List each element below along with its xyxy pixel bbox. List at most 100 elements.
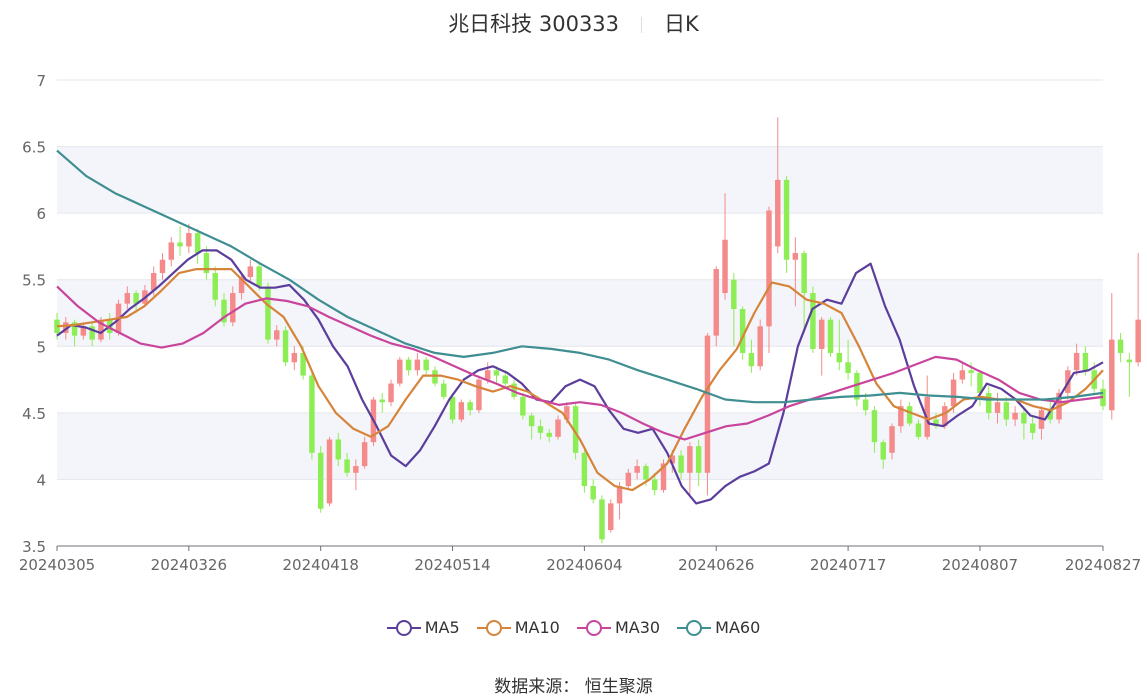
candle-body: [353, 466, 359, 473]
candle-body: [432, 370, 438, 384]
candle-body: [898, 406, 904, 427]
candle-body: [968, 370, 974, 373]
candle-body: [871, 410, 878, 443]
candle-body: [502, 375, 509, 384]
candle-body: [933, 419, 939, 427]
source-value: 恒生聚源: [584, 677, 653, 697]
candle-body: [572, 406, 579, 453]
candle-body: [1012, 412, 1018, 420]
title-divider: [641, 17, 643, 33]
candle-body: [256, 266, 262, 287]
candle-body: [1047, 410, 1053, 420]
legend-item-ma30[interactable]: MA30: [576, 618, 660, 637]
ma-line-ma30: [56, 285, 1104, 441]
candle-body: [63, 322, 69, 333]
candle-body: [1135, 319, 1141, 363]
legend-item-ma10[interactable]: MA10: [476, 618, 560, 637]
candle-body: [194, 233, 201, 254]
x-tick-label: 20240305: [19, 556, 95, 574]
candle-body: [265, 286, 271, 340]
candle-body: [555, 419, 561, 437]
candle-body: [959, 370, 966, 380]
candle-body: [651, 479, 658, 491]
candle-body: [493, 370, 500, 376]
y-tick-label: 4: [36, 471, 46, 489]
x-tick-label: 20240418: [283, 556, 359, 574]
legend-item-ma5[interactable]: MA5: [386, 618, 460, 637]
candle-body: [212, 273, 218, 300]
candle-body: [397, 359, 403, 384]
candle-body: [441, 383, 447, 397]
candle-body: [1029, 423, 1036, 433]
candle-body: [458, 402, 465, 420]
legend-ma5-icon: [386, 619, 421, 636]
ma-line-ma10: [56, 268, 1104, 492]
candle-body: [599, 499, 605, 540]
candle-body: [326, 439, 333, 504]
candle-body: [247, 266, 254, 278]
period-label: 日K: [664, 12, 699, 36]
candle-body: [783, 179, 790, 260]
candle-body: [818, 319, 825, 349]
candle-body: [757, 326, 763, 367]
candle-body: [150, 273, 157, 291]
candle-body: [291, 352, 298, 363]
candle-body: [300, 352, 306, 376]
candle-body: [608, 503, 614, 531]
candle-body: [546, 432, 552, 437]
candle-body: [634, 466, 640, 473]
candle-body: [467, 402, 473, 411]
source-label: 数据来源：: [494, 677, 580, 697]
candle-body: [590, 486, 596, 500]
candle-body: [177, 242, 183, 247]
candle-body: [1073, 352, 1080, 371]
x-tick-label: 20240604: [546, 556, 622, 574]
candlestick-chart: 3.5 4 4.5 5 5.5 6 6.5 7 20240305 20240326 20240418…: [19, 72, 1141, 574]
candle-body: [133, 293, 139, 304]
candle-body: [317, 452, 324, 509]
candle-body: [766, 210, 772, 327]
y-tick-label: 5.5: [22, 272, 46, 290]
candle-body: [361, 442, 368, 467]
candle-body: [159, 259, 166, 274]
candle-body: [449, 396, 456, 420]
candle-body: [54, 319, 60, 333]
candle-body: [643, 466, 649, 480]
candle-body: [775, 179, 781, 247]
candle-body: [889, 426, 895, 453]
candle-body: [528, 415, 535, 427]
candle-body: [564, 406, 570, 420]
candle-body: [98, 319, 104, 340]
candle-body: [537, 426, 544, 433]
candle-body: [168, 242, 174, 260]
candle-body: [801, 253, 807, 294]
y-tick-label: 6: [36, 205, 46, 223]
candle-body: [827, 319, 834, 353]
candle-body: [836, 352, 843, 363]
candle-body: [89, 326, 95, 340]
candle-body: [994, 402, 1001, 413]
candle-body: [379, 399, 385, 403]
candle-body: [748, 352, 755, 367]
candle-body: [344, 459, 350, 473]
candle-body: [810, 293, 816, 349]
y-tick-label: 3.5: [22, 538, 46, 556]
candle-body: [1003, 402, 1010, 420]
candle-body: [335, 439, 342, 460]
candle-body: [792, 253, 799, 260]
candle-body: [476, 379, 482, 411]
legend-ma60-label: MA60: [715, 618, 761, 637]
candle-body: [880, 442, 886, 460]
candle-body: [1126, 359, 1133, 363]
candle-body: [282, 330, 289, 363]
legend-ma5-label: MA5: [424, 618, 460, 637]
candle-body: [414, 359, 421, 371]
y-tick-label: 5: [36, 338, 46, 356]
legend-item-ma60[interactable]: MA60: [677, 618, 760, 637]
candle-body: [977, 372, 983, 393]
candle-body: [221, 299, 227, 323]
grid-band: [57, 146, 1103, 214]
candle-body: [1117, 339, 1124, 353]
candle-body: [986, 392, 992, 413]
candle-body: [616, 486, 623, 504]
